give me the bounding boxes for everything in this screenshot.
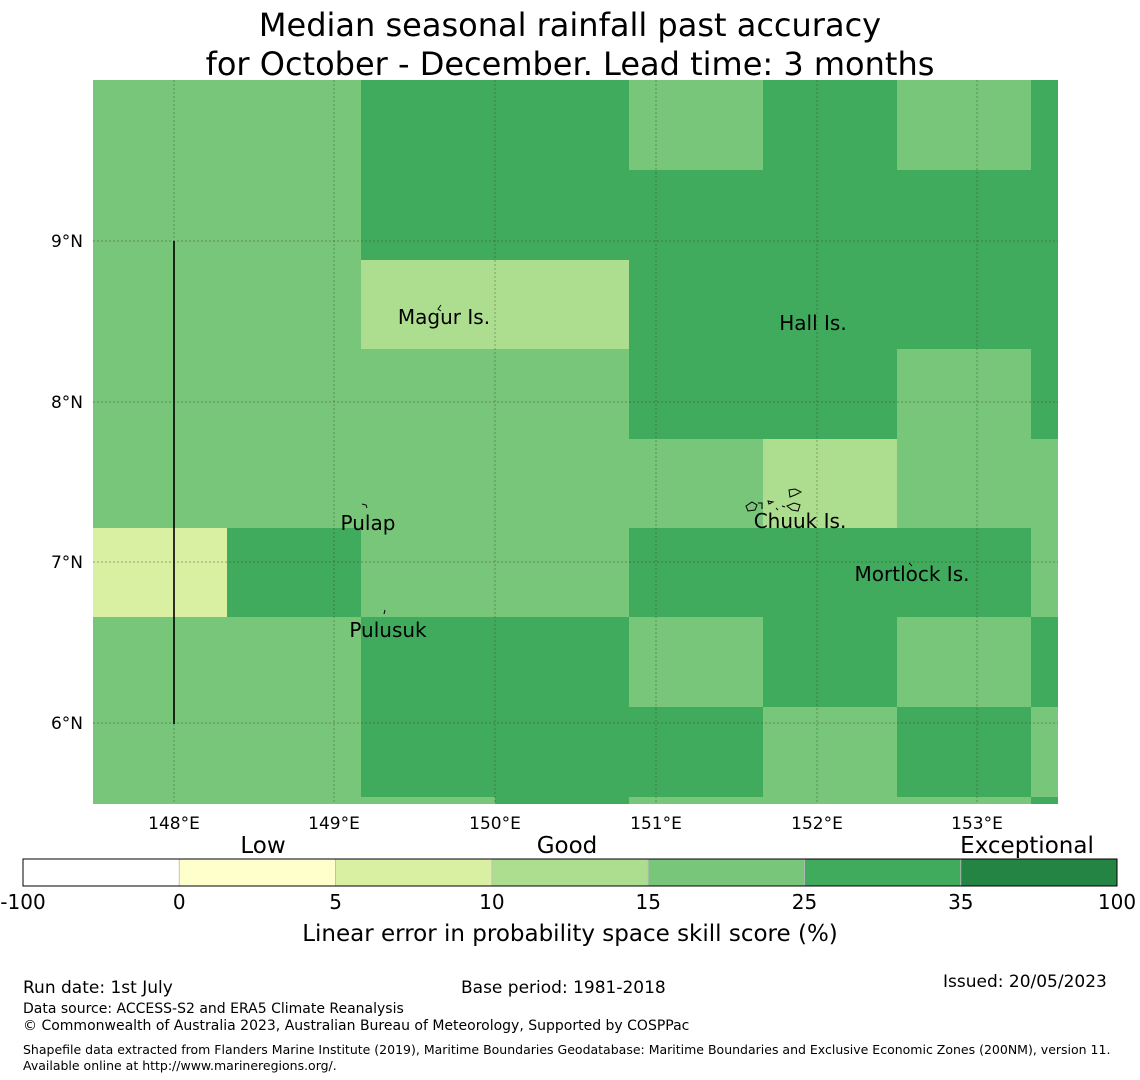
colorbar-segment: [178, 858, 337, 887]
colorbar-frame: [22, 858, 1118, 887]
colorbar-tick: 10: [479, 890, 504, 914]
colorbar-category-exceptional: Exceptional: [960, 833, 1094, 859]
issued-date: Issued: 20/05/2023: [943, 972, 1107, 992]
place-label-pulusuk: Pulusuk: [349, 618, 427, 642]
x-tick-label: 152°E: [791, 814, 843, 834]
place-label-pulap: Pulap: [341, 511, 396, 535]
grid-cell: [629, 707, 763, 797]
grid-cell: [763, 439, 897, 528]
grid-cell: [629, 617, 763, 707]
grid-cell: [629, 797, 763, 804]
grid-cell: [227, 528, 361, 617]
grid-cell: [897, 439, 1058, 528]
copyright-notice: © Commonwealth of Australia 2023, Austra…: [23, 1018, 690, 1034]
grid-cell: [1031, 617, 1058, 707]
grid-cell: [897, 617, 1031, 707]
grid-cell: [629, 80, 763, 170]
grid-cell: [629, 528, 1031, 617]
colorbar-tick: -100: [0, 890, 45, 914]
grid-cell: [1031, 80, 1058, 170]
colorbar-tick: 15: [635, 890, 660, 914]
grid-cell: [1031, 797, 1058, 804]
data-source: Data source: ACCESS-S2 and ERA5 Climate …: [23, 1001, 404, 1017]
mortlock-island-shape: [908, 562, 913, 567]
x-axis-ticks: 148°E 149°E 150°E 151°E 152°E 153°E: [148, 814, 1003, 834]
colorbar-category-good: Good: [537, 833, 598, 859]
grid-cell: [763, 617, 897, 707]
colorbar-tick: 5: [329, 890, 342, 914]
base-period: Base period: 1981-2018: [461, 978, 666, 998]
y-tick-label: 7°N: [51, 553, 83, 573]
grid-cell: [629, 170, 1058, 349]
colorbar-segment: [335, 858, 493, 887]
grid-cell: [93, 617, 361, 804]
place-label-hall: Hall Is.: [779, 311, 846, 335]
colorbar: Low Good Exceptional -100 0 5 10 15 25 3…: [0, 833, 1136, 947]
place-labels: Magur Is. Hall Is. Pulap Chuuk Is. Mortl…: [341, 305, 970, 642]
place-label-mortlock: Mortlock Is.: [855, 562, 970, 586]
grid-cell: [1031, 349, 1058, 439]
chuuk-island-shape: [745, 488, 803, 512]
x-tick-label: 149°E: [308, 814, 360, 834]
pulap-island-shape: [361, 503, 368, 509]
place-label-chuuk: Chuuk Is.: [754, 509, 847, 533]
grid-cell: [361, 797, 495, 804]
y-tick-label: 8°N: [51, 393, 83, 413]
y-tick-label: 9°N: [51, 232, 83, 252]
grid-cell: [897, 797, 1031, 804]
island-outlines: [361, 304, 913, 615]
grid-cell: [1031, 528, 1058, 617]
grid-cell: [897, 80, 1031, 170]
grid-cell: [93, 528, 227, 617]
colorbar-segment: [960, 858, 1118, 887]
shapefile-credit: Shapefile data extracted from Flanders M…: [23, 1042, 1111, 1073]
y-axis-ticks: 9°N 8°N 7°N 6°N: [51, 232, 83, 734]
colorbar-segment: [804, 858, 962, 887]
pulusuk-island-shape: [383, 609, 386, 615]
colorbar-tick: 100: [1098, 890, 1136, 914]
map-title-line-2: for October - December. Lead time: 3 mon…: [205, 45, 935, 83]
colorbar-tick: 25: [792, 890, 817, 914]
colorbar-label: Linear error in probability space skill …: [302, 921, 838, 947]
grid-cell: [897, 707, 1031, 797]
x-tick-label: 150°E: [469, 814, 521, 834]
magur-island-shape: [437, 304, 442, 312]
grid-cell: [93, 80, 361, 528]
grid-cell: [495, 797, 629, 804]
grid-cell: [763, 707, 897, 804]
grid-cell: [629, 349, 897, 439]
grid-cell: [897, 349, 1031, 439]
grid-cell: [361, 617, 629, 797]
colorbar-category-low: Low: [240, 833, 285, 859]
colorbar-tick: 0: [173, 890, 186, 914]
grid-cell: [1031, 707, 1058, 797]
colorbar-segment: [22, 858, 180, 887]
colorbar-segment: [491, 858, 649, 887]
y-tick-label: 6°N: [51, 714, 83, 734]
place-label-magur: Magur Is.: [398, 305, 490, 329]
x-tick-label: 153°E: [951, 814, 1003, 834]
x-tick-label: 151°E: [630, 814, 682, 834]
grid-cell: [763, 80, 897, 170]
grid-cell: [629, 439, 763, 528]
x-tick-label: 148°E: [148, 814, 200, 834]
skill-grid: [93, 80, 1058, 804]
colorbar-tick: 35: [948, 890, 973, 914]
run-date: Run date: 1st July: [23, 978, 173, 998]
map-title-line-1: Median seasonal rainfall past accuracy: [258, 6, 882, 44]
colorbar-segment: [647, 858, 805, 887]
